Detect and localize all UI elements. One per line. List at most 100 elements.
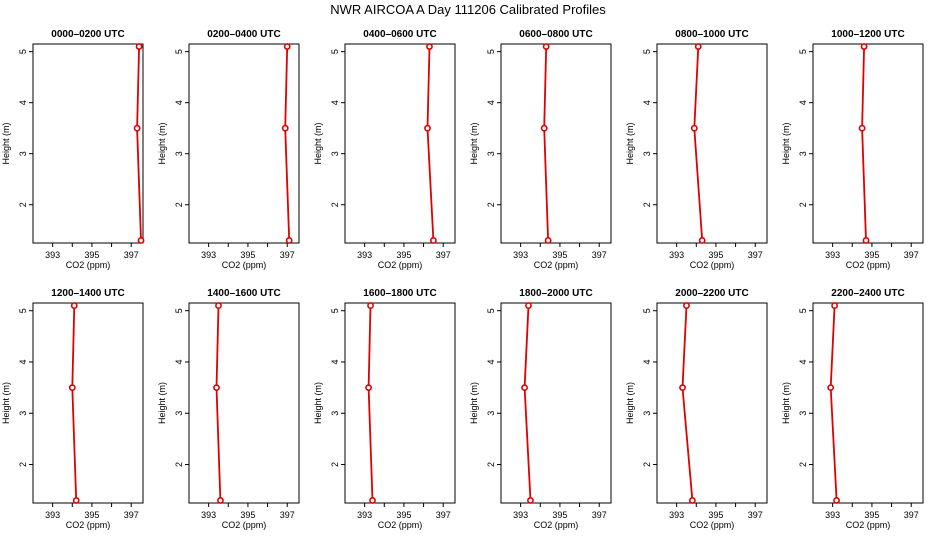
data-point [281, 124, 289, 132]
y-tick-label: 4 [642, 100, 652, 105]
plot-frame [656, 43, 768, 244]
data-point [527, 497, 534, 504]
panel-title: 0600–0800 UTC [519, 29, 592, 40]
x-tick-label: 395 [552, 510, 567, 520]
data-point [540, 124, 548, 132]
x-tick-label: 395 [552, 250, 567, 260]
y-tick-label: 2 [798, 202, 808, 207]
y-axis-label: Height (m) [469, 122, 479, 164]
profile-panel: 0800–1000 UTC 393 395 397 2 3 4 5 CO2 (ppm) Heigh… [625, 29, 768, 270]
y-tick-label: 2 [798, 462, 808, 467]
profile-panel: 0600–0800 UTC 393 395 397 2 3 4 5 CO2 (ppm) Heigh… [469, 29, 612, 270]
y-tick-label: 2 [174, 202, 184, 207]
data-point [858, 124, 866, 132]
y-tick-label: 4 [330, 359, 340, 364]
y-tick-label: 2 [486, 202, 496, 207]
plot-frame [32, 43, 144, 244]
y-tick-label: 5 [174, 308, 184, 313]
x-axis-label: CO2 (ppm) [690, 520, 735, 530]
y-tick-label: 4 [798, 359, 808, 364]
plot-frame [812, 302, 924, 504]
profile-panel: 0200–0400 UTC 393 395 397 2 3 4 5 CO2 (ppm) Heigh… [157, 29, 300, 270]
x-tick-label: 393 [825, 250, 840, 260]
profile-panel: 1400–1600 UTC 393 395 397 2 3 4 5 CO2 (ppm) Heigh… [157, 288, 300, 530]
data-point [135, 43, 143, 50]
y-axis-label: Height (m) [781, 382, 791, 424]
x-tick-label: 397 [280, 510, 295, 520]
y-tick-label: 2 [330, 462, 340, 467]
panel-title: 2200–2400 UTC [831, 288, 904, 299]
x-tick-label: 393 [357, 250, 372, 260]
profile-panel: 1000–1200 UTC 393 395 397 2 3 4 5 CO2 (ppm) Heigh… [781, 29, 924, 270]
y-tick-label: 3 [18, 151, 28, 156]
panel-title: 0000–0200 UTC [51, 29, 124, 40]
x-tick-label: 397 [592, 510, 607, 520]
data-point [831, 302, 839, 309]
figure-title: NWR AIRCOA A Day 111206 Calibrated Profi… [330, 2, 606, 17]
x-tick-label: 397 [436, 510, 451, 520]
plot-frame [344, 43, 456, 244]
data-point [525, 302, 532, 309]
y-tick-label: 2 [330, 202, 340, 207]
x-tick-label: 397 [904, 510, 919, 520]
y-axis-label: Height (m) [157, 122, 167, 164]
data-point [68, 384, 76, 392]
panel-title: 0800–1000 UTC [675, 29, 748, 40]
profile-panel: 1200–1400 UTC 393 395 397 2 3 4 5 CO2 (ppm) Heigh… [1, 288, 144, 530]
x-axis-label: CO2 (ppm) [690, 260, 735, 270]
x-tick-label: 395 [84, 250, 99, 260]
y-axis-label: Height (m) [625, 382, 635, 424]
x-tick-label: 393 [357, 510, 372, 520]
data-point [833, 497, 840, 504]
x-tick-label: 393 [669, 510, 684, 520]
data-point [365, 384, 372, 392]
x-tick-label: 397 [280, 250, 295, 260]
data-point [690, 124, 698, 132]
panel-title: 0400–0600 UTC [363, 29, 436, 40]
panel-title: 1800–2000 UTC [519, 288, 592, 299]
data-point [285, 237, 293, 244]
x-tick-label: 393 [201, 250, 216, 260]
x-tick-label: 397 [124, 250, 139, 260]
y-tick-label: 5 [174, 49, 184, 54]
x-tick-label: 397 [748, 250, 763, 260]
y-tick-label: 3 [330, 151, 340, 156]
x-tick-label: 395 [708, 250, 723, 260]
data-point [862, 237, 870, 244]
x-tick-label: 395 [84, 510, 99, 520]
x-tick-label: 395 [396, 510, 411, 520]
x-tick-label: 393 [45, 510, 60, 520]
y-tick-label: 5 [330, 308, 340, 313]
x-tick-label: 393 [201, 510, 216, 520]
x-tick-label: 397 [124, 510, 139, 520]
x-axis-label: CO2 (ppm) [378, 260, 423, 270]
data-point [217, 497, 224, 504]
x-axis-label: CO2 (ppm) [846, 260, 891, 270]
x-tick-label: 393 [669, 250, 684, 260]
y-tick-label: 4 [798, 100, 808, 105]
y-tick-label: 2 [486, 462, 496, 467]
y-tick-label: 3 [642, 151, 652, 156]
plot-frame [344, 302, 456, 504]
x-tick-label: 395 [396, 250, 411, 260]
data-point [827, 384, 835, 392]
profile-panel: 0000–0200 UTC 393 395 397 2 3 4 5 CO2 (ppm) Heigh… [1, 29, 145, 270]
x-tick-label: 397 [592, 250, 607, 260]
x-tick-label: 395 [864, 250, 879, 260]
data-point [137, 237, 145, 244]
y-tick-label: 5 [18, 308, 28, 313]
y-tick-label: 3 [330, 411, 340, 416]
profile-panel: 1600–1800 UTC 393 395 397 2 3 4 5 CO2 (ppm) Heigh… [313, 288, 456, 530]
data-point [679, 384, 686, 392]
panel-title: 1000–1200 UTC [831, 29, 904, 40]
y-tick-label: 2 [18, 202, 28, 207]
y-tick-label: 3 [642, 411, 652, 416]
y-tick-label: 2 [174, 462, 184, 467]
data-point [698, 237, 706, 244]
y-tick-label: 5 [798, 308, 808, 313]
y-axis-label: Height (m) [313, 122, 323, 164]
x-axis-label: CO2 (ppm) [222, 520, 267, 530]
x-tick-label: 397 [748, 510, 763, 520]
plot-frame [188, 43, 300, 244]
